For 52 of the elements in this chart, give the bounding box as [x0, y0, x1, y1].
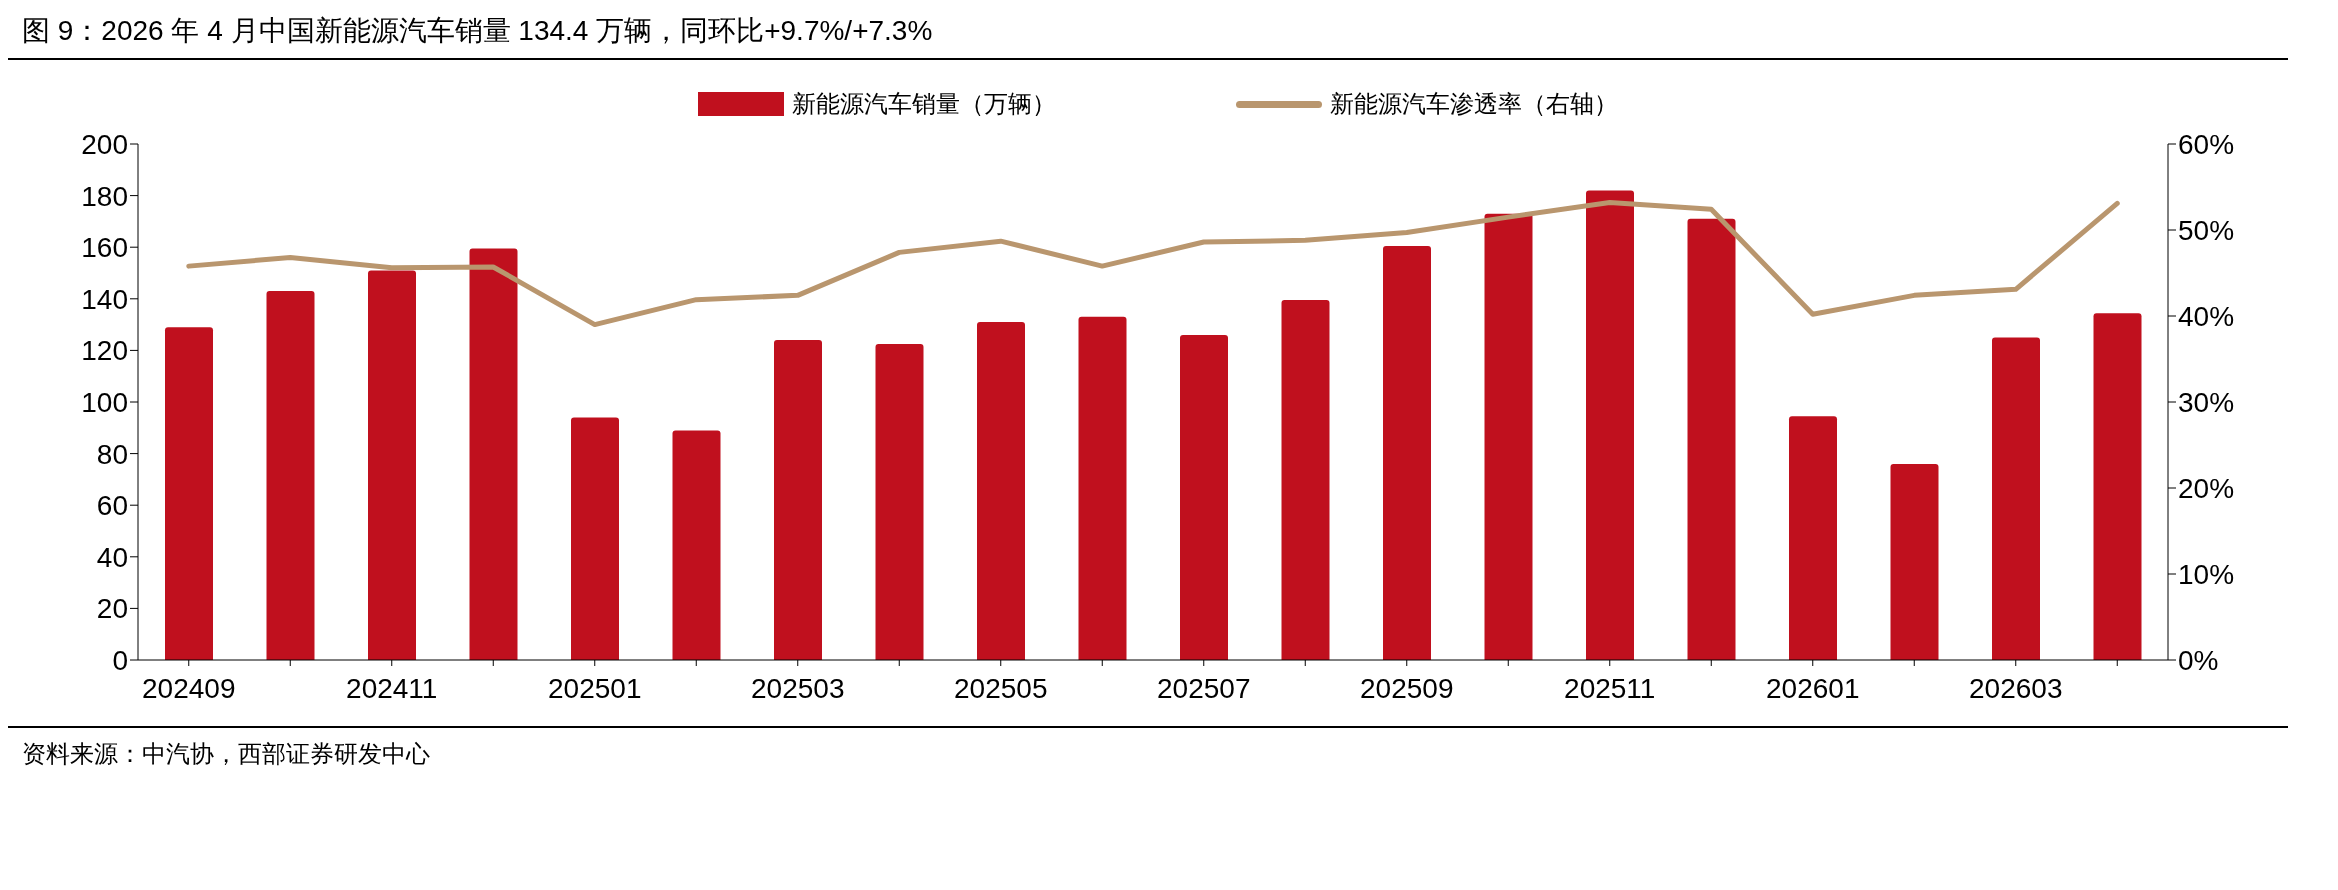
- x-tick-label: 202505: [954, 672, 1048, 704]
- y-tick-label: 20: [96, 593, 128, 625]
- bar: [875, 343, 924, 660]
- x-tick-label: 202507: [1157, 672, 1251, 704]
- bar: [1992, 337, 2040, 660]
- y-tick-label: 120: [81, 335, 128, 367]
- bar: [368, 270, 416, 660]
- bar: [1383, 245, 1431, 660]
- legend-label: 新能源汽车渗透率（右轴）: [1330, 89, 1618, 119]
- chart-title: 图 9：2026 年 4 月中国新能源汽车销量 134.4 万辆，同环比+9.7%/+7.3%: [21, 14, 934, 48]
- x-tick-label: 202603: [1969, 672, 2063, 704]
- bar: [1078, 316, 1127, 660]
- y2-tick-label: 20%: [2178, 472, 2235, 504]
- x-tick-label: 202409: [142, 672, 236, 704]
- text: 资料来源：中汽协，西部证券研发中心: [21, 739, 431, 769]
- x-tick-label: 202503: [751, 672, 845, 704]
- x-tick-label: 202411: [346, 672, 438, 704]
- x-tick-label: 202511: [1564, 672, 1656, 704]
- bar: [1484, 213, 1533, 660]
- y2-tick-label: 60%: [2178, 128, 2235, 160]
- bar: [1586, 190, 1634, 660]
- y-tick-label: 140: [81, 283, 128, 315]
- bar: [266, 291, 315, 660]
- bar: [1281, 300, 1330, 660]
- x-tick-label: 202601: [1766, 672, 1860, 704]
- bar: [1789, 416, 1837, 660]
- bar: [2093, 313, 2142, 660]
- y2-tick-label: 30%: [2178, 386, 2235, 418]
- legend-label: 新能源汽车销量（万辆）: [792, 89, 1056, 119]
- bar: [774, 340, 822, 660]
- y-tick-label: 180: [81, 180, 128, 212]
- bar: [977, 322, 1025, 660]
- x-tick-label: 202509: [1360, 672, 1454, 704]
- y-tick-label: 200: [81, 128, 128, 160]
- bar: [1180, 334, 1228, 660]
- y2-tick-label: 40%: [2178, 300, 2235, 332]
- y2-tick-label: 50%: [2178, 214, 2235, 246]
- y-tick-label: 100: [81, 386, 128, 418]
- y-tick-label: 160: [81, 232, 128, 264]
- y2-tick-label: 10%: [2178, 558, 2235, 590]
- x-tick-label: 202501: [548, 672, 642, 704]
- bar: [1687, 218, 1736, 660]
- bar: [672, 430, 721, 660]
- y-tick-label: 0: [112, 644, 128, 676]
- y-tick-label: 60: [96, 490, 128, 522]
- y-tick-label: 80: [96, 438, 128, 470]
- bar: [165, 327, 213, 660]
- bar: [1890, 463, 1939, 660]
- y-tick-label: 40: [96, 541, 128, 573]
- bar: [571, 417, 619, 660]
- y2-tick-label: 0%: [2178, 644, 2219, 676]
- bar: [469, 248, 518, 660]
